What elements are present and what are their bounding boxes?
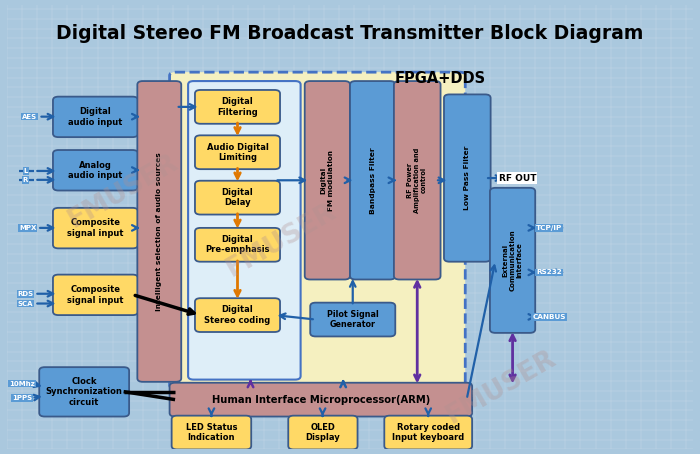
FancyBboxPatch shape: [53, 97, 138, 137]
Text: 10Mhz: 10Mhz: [9, 380, 35, 387]
Text: External
Communication
Interface: External Communication Interface: [503, 230, 523, 291]
FancyBboxPatch shape: [195, 228, 280, 262]
Text: Digital
Filtering: Digital Filtering: [217, 97, 258, 117]
Text: FMUSER: FMUSER: [222, 198, 341, 282]
Text: Analog
audio input: Analog audio input: [69, 161, 122, 180]
Text: Pilot Signal
Generator: Pilot Signal Generator: [327, 310, 379, 329]
FancyBboxPatch shape: [195, 90, 280, 124]
FancyBboxPatch shape: [53, 275, 138, 315]
FancyBboxPatch shape: [172, 416, 251, 449]
FancyBboxPatch shape: [169, 72, 466, 389]
Text: Clock
Synchronization
circuit: Clock Synchronization circuit: [46, 377, 122, 407]
Text: TCP/IP: TCP/IP: [536, 225, 562, 231]
Text: Audio Digital
Limiting: Audio Digital Limiting: [206, 143, 268, 162]
Text: LED Status
Indication: LED Status Indication: [186, 423, 237, 442]
FancyBboxPatch shape: [39, 367, 129, 416]
Text: FMUSER: FMUSER: [64, 149, 183, 233]
FancyBboxPatch shape: [53, 208, 138, 248]
Text: Human Interface Microprocessor(ARM): Human Interface Microprocessor(ARM): [211, 395, 430, 405]
FancyBboxPatch shape: [288, 416, 358, 449]
Text: R: R: [23, 177, 28, 183]
Text: OLED
Display: OLED Display: [305, 423, 340, 442]
FancyBboxPatch shape: [53, 150, 138, 191]
FancyBboxPatch shape: [310, 303, 396, 336]
Text: FMUSER: FMUSER: [441, 345, 561, 429]
Text: RF OUT: RF OUT: [498, 173, 536, 183]
Text: Digital
Stereo coding: Digital Stereo coding: [204, 306, 271, 325]
FancyBboxPatch shape: [137, 81, 181, 382]
FancyBboxPatch shape: [384, 416, 472, 449]
Text: Low Pass Filter: Low Pass Filter: [464, 146, 470, 210]
Text: MPX: MPX: [19, 225, 36, 231]
FancyBboxPatch shape: [304, 81, 350, 280]
Text: Intelligent selection of audio sources: Intelligent selection of audio sources: [156, 152, 162, 311]
FancyBboxPatch shape: [195, 135, 280, 169]
Text: Digital
audio input: Digital audio input: [69, 107, 122, 127]
Text: Digital
Delay: Digital Delay: [222, 188, 253, 207]
FancyBboxPatch shape: [195, 298, 280, 332]
Text: Digital
FM modulation: Digital FM modulation: [321, 150, 334, 211]
Text: L: L: [23, 168, 28, 174]
Text: Composite
signal input: Composite signal input: [67, 285, 124, 305]
Text: RS232: RS232: [536, 269, 562, 276]
Text: Composite
signal input: Composite signal input: [67, 218, 124, 238]
Text: Bandpass Filter: Bandpass Filter: [370, 147, 376, 213]
Text: Rotary coded
Input keyboard: Rotary coded Input keyboard: [392, 423, 464, 442]
FancyBboxPatch shape: [169, 383, 472, 416]
Text: CANBUS: CANBUS: [532, 314, 566, 320]
Text: 1PPS: 1PPS: [12, 395, 32, 401]
Text: Digital
Pre-emphasis: Digital Pre-emphasis: [205, 235, 270, 255]
FancyBboxPatch shape: [490, 188, 536, 333]
FancyBboxPatch shape: [195, 181, 280, 215]
Text: RDS: RDS: [18, 291, 34, 297]
Text: Digital Stereo FM Broadcast Transmitter Block Diagram: Digital Stereo FM Broadcast Transmitter …: [56, 24, 644, 43]
Text: SCA: SCA: [18, 301, 34, 306]
FancyBboxPatch shape: [350, 81, 395, 280]
FancyBboxPatch shape: [394, 81, 440, 280]
FancyBboxPatch shape: [444, 94, 491, 262]
Text: FPGA+DDS: FPGA+DDS: [395, 71, 486, 86]
FancyBboxPatch shape: [188, 81, 300, 380]
Text: RF Power
Amplification and
control: RF Power Amplification and control: [407, 148, 427, 213]
Text: AES: AES: [22, 114, 37, 120]
